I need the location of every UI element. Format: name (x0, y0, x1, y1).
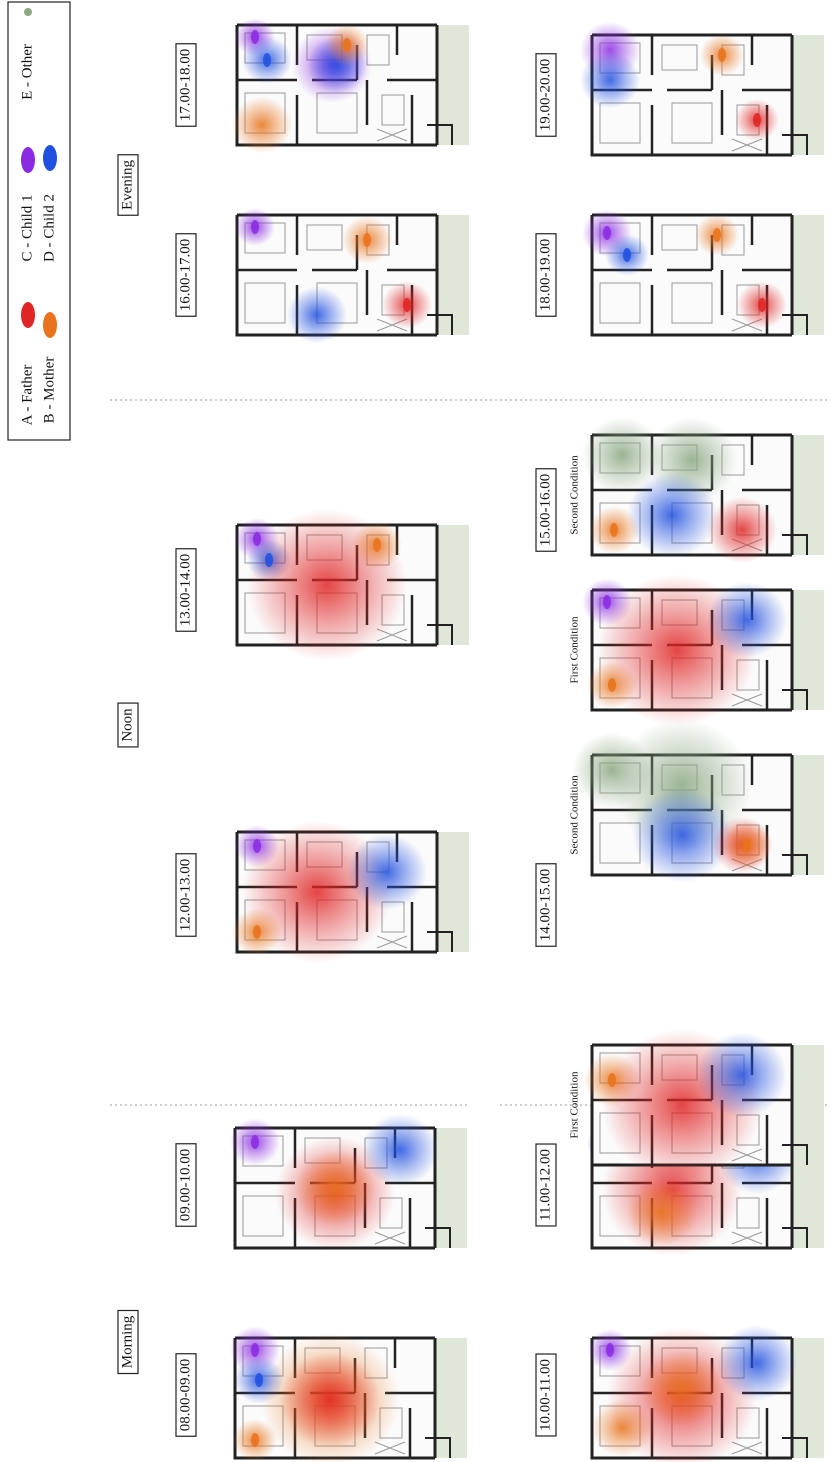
person-mark (251, 220, 259, 234)
time-label: 08.00-09.00 (177, 1359, 193, 1432)
person-mark (753, 113, 761, 127)
heat-blob (642, 1350, 722, 1426)
heat-blob (287, 287, 347, 344)
person-mark (603, 595, 611, 609)
time-label: 13.00-14.00 (177, 554, 193, 627)
time-label: 15.00-16.00 (537, 474, 553, 547)
time-label: 17.00-18.00 (177, 49, 193, 122)
floor-plan (572, 719, 824, 883)
person-mark (603, 226, 611, 240)
floor-plan (584, 1029, 824, 1181)
heat-blob (592, 1400, 652, 1457)
legend-label: B - Mother (41, 357, 57, 424)
heat-blob (580, 52, 640, 109)
floor-plan (230, 1326, 467, 1462)
time-label: 14.00-15.00 (537, 869, 553, 942)
condition-label: First Condition (569, 616, 581, 683)
person-mark (610, 523, 618, 537)
legend-swatch (43, 145, 57, 171)
person-mark (255, 1373, 263, 1387)
person-mark (251, 1343, 259, 1357)
floor-plan (235, 509, 469, 661)
heat-blob (347, 834, 427, 910)
heat-blob (362, 1114, 438, 1186)
person-mark (608, 678, 616, 692)
floor-plan (232, 18, 469, 154)
heat-blob (295, 1150, 375, 1226)
person-mark (623, 248, 631, 262)
time-label: 19.00-20.00 (537, 59, 553, 132)
condition-label: Second Condition (569, 775, 581, 855)
legend-swatch (24, 8, 32, 16)
floor-plan (582, 209, 824, 335)
person-mark (608, 1073, 616, 1087)
heat-blob (697, 1032, 787, 1118)
person-mark (343, 38, 351, 52)
person-mark (373, 538, 381, 552)
person-mark (265, 553, 273, 567)
person-mark (758, 298, 766, 312)
legend-swatch (43, 312, 57, 338)
time-label: 10.00-11.00 (537, 1359, 553, 1431)
condition-label: Second Condition (569, 455, 581, 535)
section-label: Evening (119, 160, 135, 210)
person-mark (253, 839, 261, 853)
person-mark (743, 838, 751, 852)
heat-blob (627, 1180, 697, 1247)
floor-plan (230, 1114, 467, 1250)
legend-label: D - Child 2 (41, 194, 57, 262)
person-mark (253, 925, 261, 939)
time-label: 16.00-17.00 (177, 239, 193, 312)
person-mark (251, 30, 259, 44)
floor-plan (235, 208, 469, 344)
person-mark (251, 1433, 259, 1447)
legend-label: A - Father (19, 365, 35, 426)
floor-plan (582, 417, 824, 563)
person-mark (253, 532, 261, 546)
floor-plan (580, 22, 824, 156)
floor-plan (232, 821, 469, 964)
time-label: 09.00-10.00 (177, 1149, 193, 1222)
heat-blob (627, 472, 717, 558)
content: A - Father B - Mother C - Child 1 D - Child… (8, 2, 830, 1462)
time-label: 11.00-12.00 (537, 1149, 553, 1221)
person-mark (403, 298, 411, 312)
section-label: Morning (119, 1315, 135, 1368)
heat-blob (707, 582, 787, 658)
time-label: 12.00-13.00 (177, 859, 193, 932)
person-mark (363, 233, 371, 247)
figure: A - Father B - Mother C - Child 1 D - Child… (0, 0, 833, 1462)
floor-plan (588, 1325, 824, 1462)
person-mark (251, 1135, 259, 1149)
legend-swatch (21, 302, 35, 328)
legend-label: E - Other (19, 44, 35, 100)
section-label: Noon (119, 708, 135, 742)
legend-swatch (21, 147, 35, 173)
floor-plan (582, 574, 824, 726)
condition-label: First Condition (569, 1071, 581, 1138)
heat-blob (707, 497, 777, 564)
heat-blob (717, 1325, 797, 1401)
time-label: 18.00-19.00 (537, 239, 553, 312)
person-mark (718, 48, 726, 62)
heat-blob (232, 97, 292, 154)
heat-blob (280, 1353, 380, 1448)
legend-label: C - Child 1 (19, 194, 35, 261)
person-mark (606, 1343, 614, 1357)
person-mark (263, 53, 271, 67)
person-mark (713, 228, 721, 242)
legend-box (8, 2, 70, 440)
